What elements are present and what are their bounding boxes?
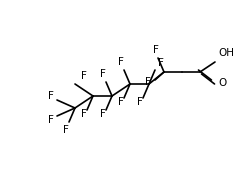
Text: F: F (81, 71, 87, 81)
Text: F: F (100, 109, 106, 119)
Text: O: O (218, 78, 226, 88)
Text: F: F (118, 57, 124, 67)
Text: F: F (145, 77, 151, 87)
Text: F: F (100, 69, 106, 79)
Text: F: F (48, 91, 54, 101)
Text: F: F (158, 58, 164, 68)
Text: OH: OH (218, 48, 234, 58)
Text: F: F (48, 115, 54, 125)
Text: F: F (137, 97, 143, 107)
Text: F: F (63, 125, 69, 135)
Text: F: F (153, 45, 159, 55)
Text: F: F (81, 109, 87, 119)
Text: F: F (118, 97, 124, 107)
